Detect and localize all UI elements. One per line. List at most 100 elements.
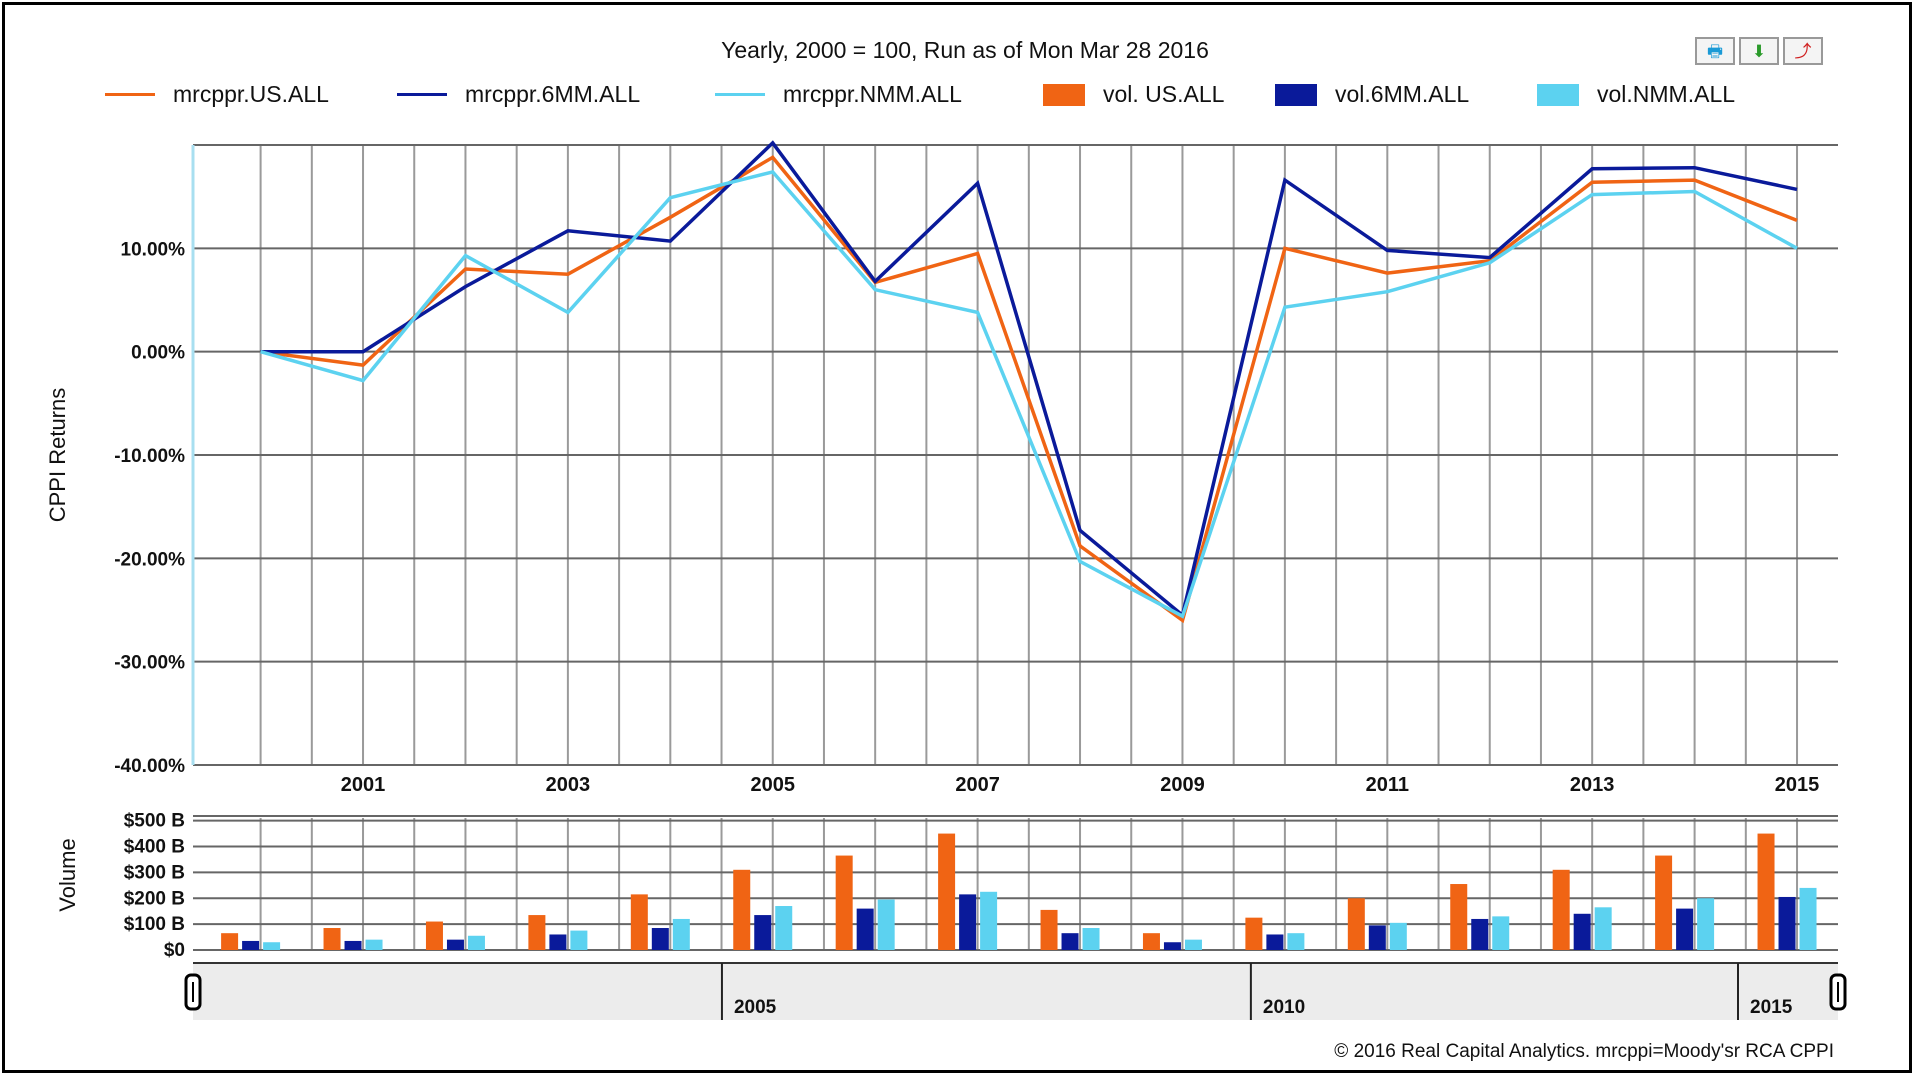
series-line [260, 155, 1798, 624]
volume-bar [1471, 918, 1489, 950]
volume-bar [938, 833, 956, 950]
volume-bar [1061, 933, 1079, 950]
volume-bar [1799, 887, 1817, 950]
navigator-tick-label: 2010 [1263, 997, 1305, 1018]
legend-swatch [397, 93, 447, 96]
volume-bar [1676, 908, 1694, 950]
volume-bar [1287, 933, 1305, 950]
volume-bar [1266, 934, 1284, 950]
x-tick-label: 2005 [750, 774, 795, 796]
volume-bar [1697, 898, 1715, 950]
volume-bar [651, 928, 669, 950]
y-axis-title: CPPI Returns [45, 388, 70, 523]
y-tick-label: 0.00% [131, 343, 185, 364]
legend-swatch [1537, 83, 1579, 106]
legend-label: vol. US.ALL [1103, 81, 1225, 107]
legend-item-mrcppr-6mm[interactable]: mrcppr.6MM.ALL [397, 81, 640, 108]
volume-bar [1389, 922, 1407, 950]
x-tick-label: 2013 [1570, 774, 1615, 796]
volume-axis-title: Volume [55, 838, 80, 911]
volume-bar [467, 935, 485, 950]
navigator-left-handle[interactable] [184, 973, 202, 1011]
legend-item-vol-6mm[interactable]: vol.6MM.ALL [1275, 81, 1469, 108]
volume-bar [221, 933, 239, 950]
volume-bar [1082, 928, 1100, 950]
volume-bar [980, 891, 998, 950]
legend-label: mrcppr.US.ALL [173, 81, 329, 107]
x-tick-label: 2007 [955, 774, 1000, 796]
main-gridlines [259, 145, 1799, 950]
legend-item-vol-nmm[interactable]: vol.NMM.ALL [1537, 81, 1735, 108]
volume-bar [1040, 909, 1058, 950]
volume-bar [1142, 933, 1160, 950]
navigator-tick-label: 2005 [734, 997, 777, 1018]
volume-bar [775, 906, 793, 950]
volume-bar [323, 928, 341, 950]
y-tick-label: -20.00% [114, 549, 185, 570]
volume-bar [1552, 869, 1570, 950]
legend-label: vol.6MM.ALL [1335, 81, 1470, 107]
volume-tick-label: $500 B [124, 811, 185, 832]
volume-tick-label: $200 B [124, 888, 185, 909]
volume-tick-label: $400 B [124, 837, 185, 858]
volume-bar [1450, 884, 1468, 950]
legend-item-mrcppr-nmm[interactable]: mrcppr.NMM.ALL [715, 81, 962, 108]
volume-bar [1368, 925, 1386, 950]
y-tick-label: -10.00% [114, 446, 185, 467]
y-tick-label: -40.00% [114, 756, 185, 777]
chart-canvas: 10.00% 0.00% -10.00% -20.00% -30.00% -40.00% C… [45, 140, 1847, 1020]
legend-label: mrcppr.NMM.ALL [783, 81, 962, 107]
x-tick-label: 2001 [341, 774, 386, 796]
volume-bar [528, 915, 546, 950]
volume-bar [1347, 898, 1365, 950]
x-tick-label: 2011 [1366, 774, 1409, 796]
volume-bar [835, 855, 853, 950]
legend-label: mrcppr.6MM.ALL [465, 81, 641, 107]
legend-item-vol-us[interactable]: vol. US.ALL [1043, 81, 1224, 108]
legend: mrcppr.US.ALL mrcppr.6MM.ALL mrcppr.NMM.… [105, 81, 1805, 111]
pdf-icon[interactable]: ⤴ [1783, 37, 1823, 65]
download-icon[interactable]: ⬇ [1739, 37, 1779, 65]
volume-bar [959, 894, 977, 950]
chart-toolbar: 🖶 ⬇ ⤴ [1695, 37, 1823, 65]
volume-bar [1492, 916, 1510, 950]
volume-bar [754, 915, 772, 950]
series-line [260, 140, 1798, 619]
y-tick-label: 10.00% [121, 239, 186, 260]
volume-bar [1184, 939, 1202, 950]
chart-title: Yearly, 2000 = 100, Run as of Mon Mar 28… [721, 37, 1209, 63]
volume-bar [1594, 907, 1612, 950]
volume-bar [1245, 917, 1263, 950]
volume-bar [570, 930, 588, 950]
navigator-right-handle[interactable] [1829, 973, 1847, 1011]
volume-bar [630, 894, 648, 950]
volume-bar [263, 942, 281, 950]
x-tick-label: 2015 [1775, 774, 1820, 796]
volume-bar [1655, 855, 1673, 950]
legend-swatch [1275, 83, 1317, 106]
volume-bar [425, 921, 443, 950]
legend-swatch [715, 93, 765, 96]
navigator-tick-label: 2015 [1750, 997, 1793, 1018]
volume-bar [344, 940, 362, 950]
volume-bar [733, 869, 751, 950]
volume-tick-label: $0 [164, 940, 185, 961]
x-tick-label: 2003 [546, 774, 591, 796]
volume-bar [365, 939, 383, 950]
volume-bar [446, 939, 464, 950]
volume-bar [549, 934, 567, 950]
legend-swatch [105, 93, 155, 96]
print-icon[interactable]: 🖶 [1695, 37, 1735, 65]
volume-tick-label: $100 B [124, 914, 185, 935]
legend-item-mrcppr-us[interactable]: mrcppr.US.ALL [105, 81, 329, 108]
series-line [260, 169, 1798, 619]
copyright-footer: © 2016 Real Capital Analytics. mrcppi=Mo… [1334, 1041, 1834, 1062]
volume-tick-label: $300 B [124, 862, 185, 883]
volume-bar [1573, 913, 1591, 950]
volume-bar [856, 908, 874, 950]
volume-bar [672, 918, 690, 950]
navigator-area [193, 963, 1838, 1020]
volume-bar [1163, 942, 1181, 950]
y-tick-label: -30.00% [114, 653, 185, 674]
